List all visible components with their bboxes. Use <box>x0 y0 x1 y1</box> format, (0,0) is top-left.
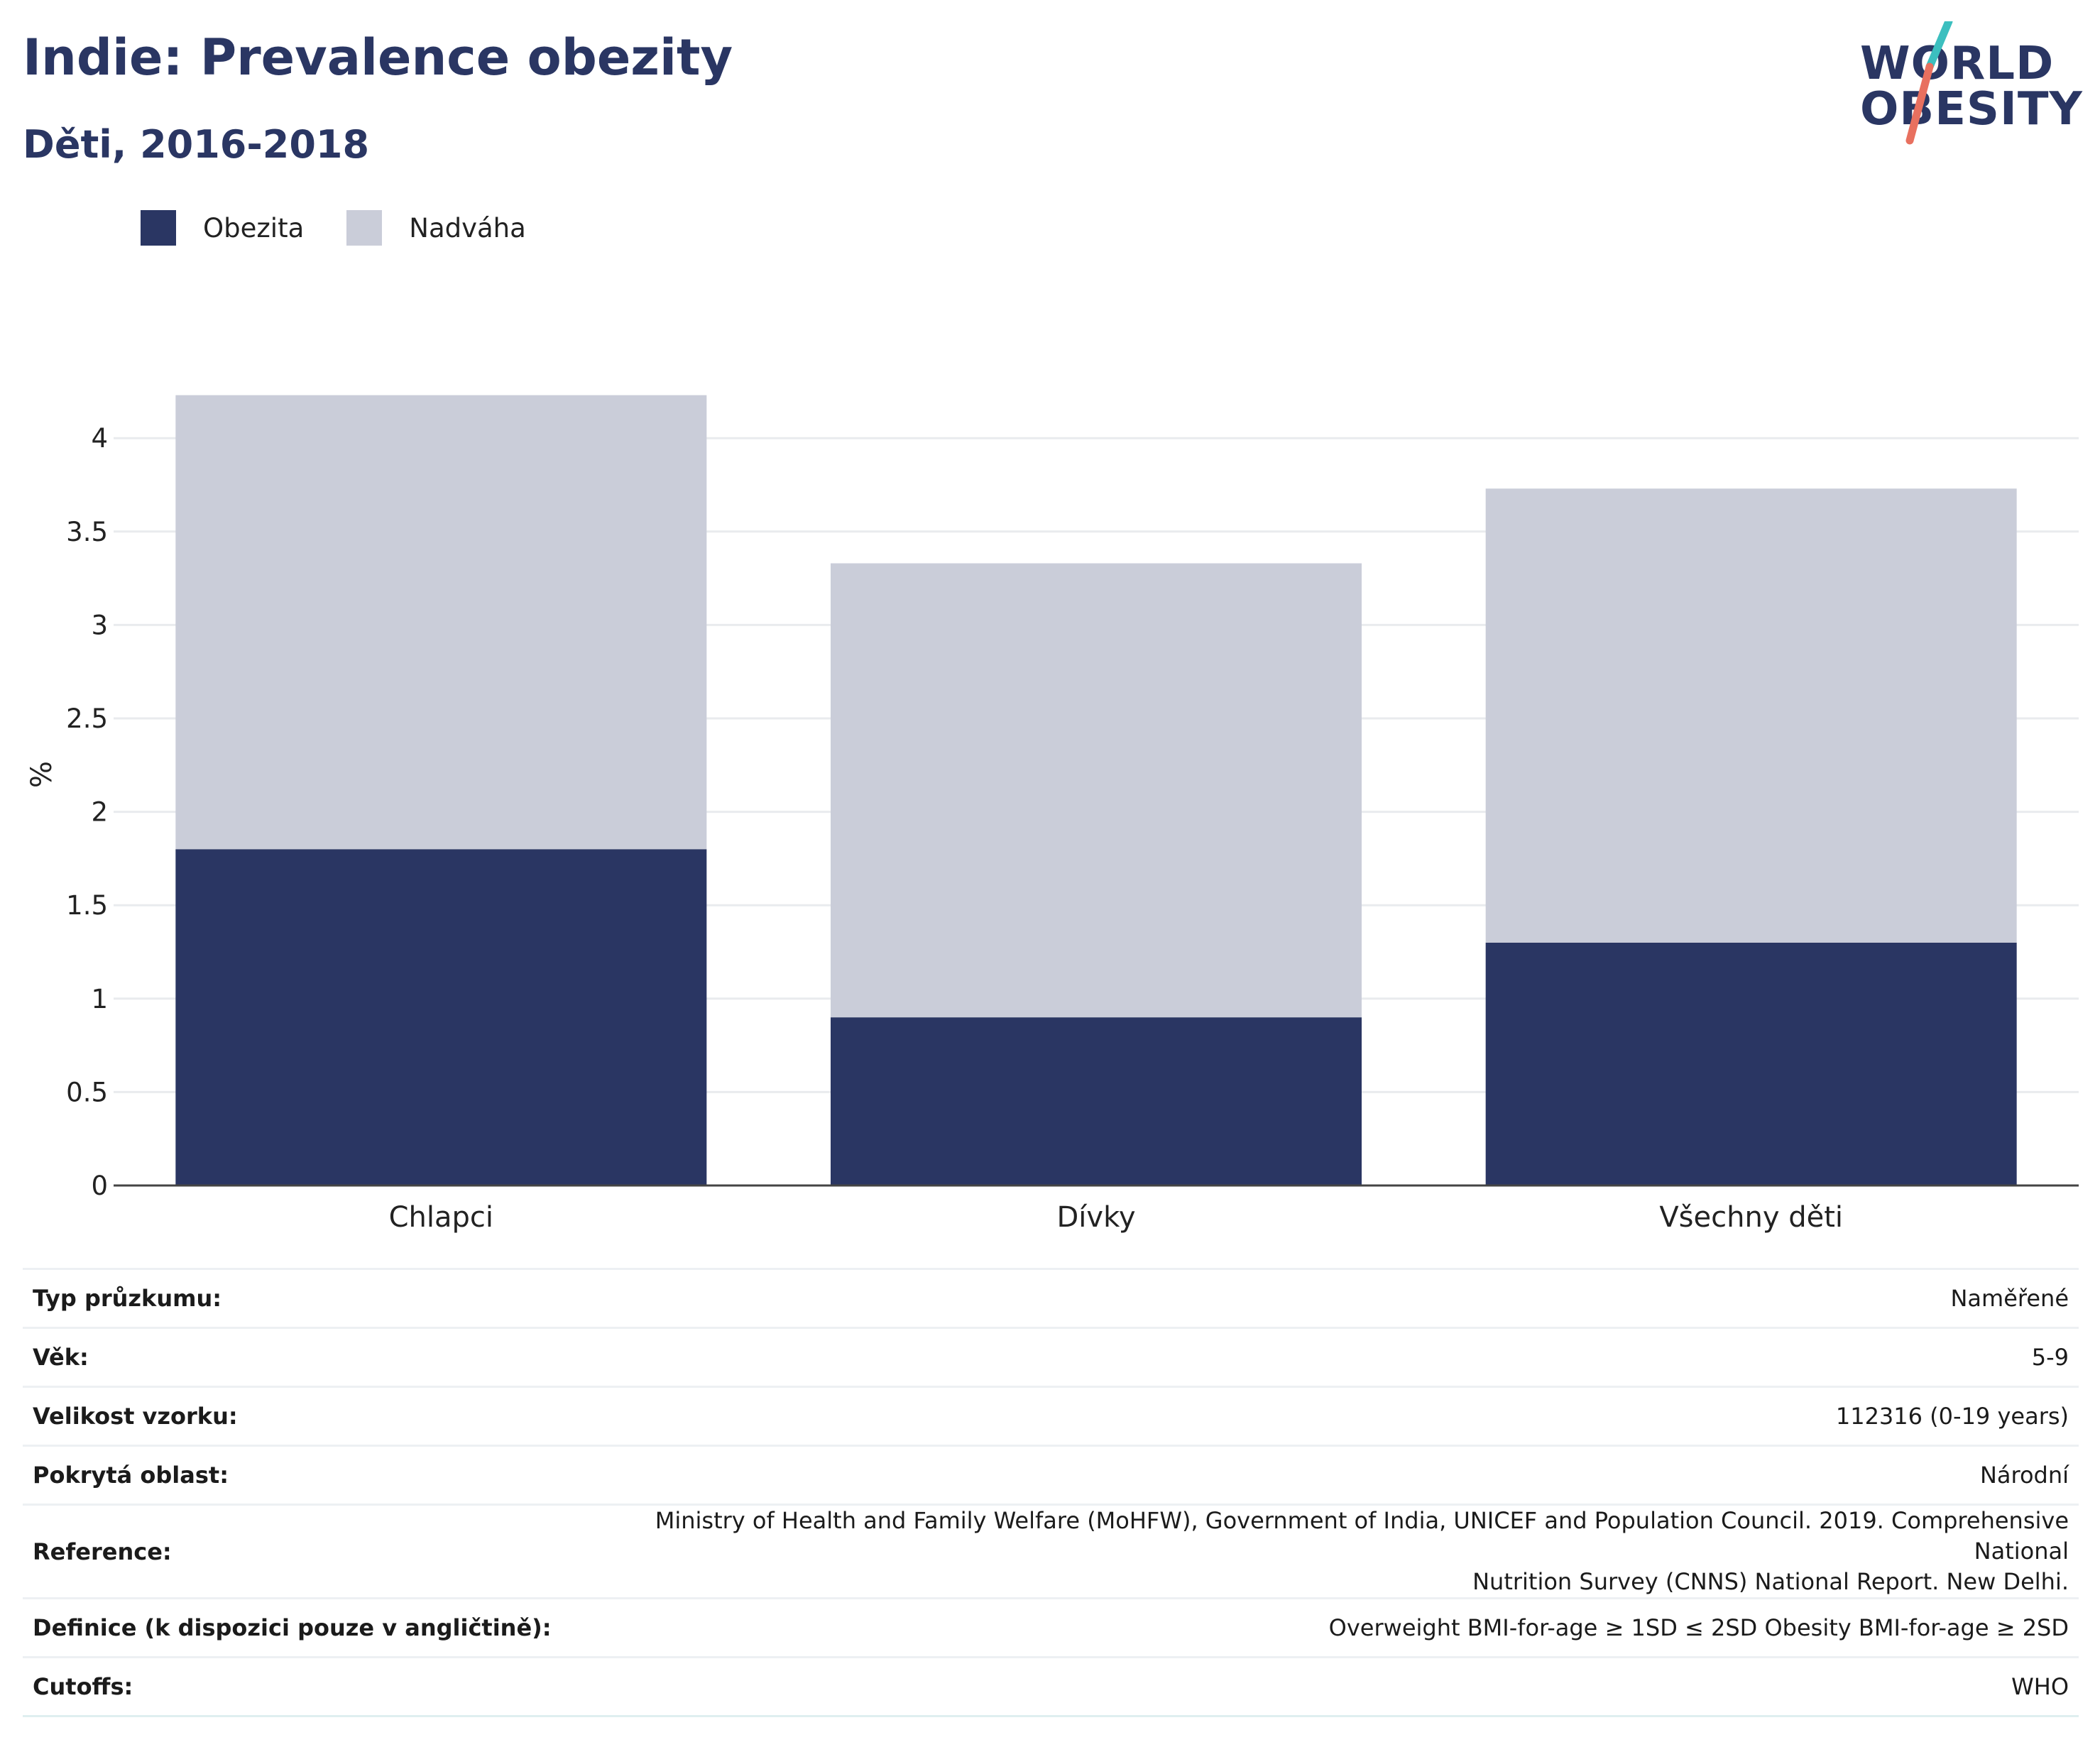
info-value-line: Národní <box>1979 1461 2069 1489</box>
survey-info-table: Typ průzkumu: Naměřené Věk: 5-9 Velikost vzo… <box>23 1268 2079 1717</box>
info-value-line: 5-9 <box>2031 1343 2069 1371</box>
logo-line-1: WORLD <box>1860 38 2055 90</box>
info-row: Definice (k dispozici pouze v angličtině… <box>23 1598 2079 1658</box>
info-key: Věk: <box>33 1344 89 1371</box>
legend-label-obesity: Obezita <box>203 212 305 243</box>
bar-obesity-2 <box>1485 942 2017 1185</box>
info-row: Velikost vzorku: 112316 (0-19 years) <box>23 1386 2079 1446</box>
info-value-line: Nutrition Survey (CNNS) National Report.… <box>1472 1568 2069 1595</box>
x-tick-label: Chlapci <box>389 1201 493 1234</box>
info-value: Ministry of Health and Family Welfare (M… <box>562 1505 2079 1599</box>
x-tick-label: Dívky <box>1057 1201 1136 1234</box>
bar-overweight-1 <box>831 563 1362 1018</box>
bar-overweight-0 <box>175 395 707 850</box>
logo-line-2: OBESITY <box>1860 83 2083 136</box>
bar-obesity-1 <box>831 1017 1362 1185</box>
info-key: Definice (k dispozici pouze v angličtině… <box>33 1614 552 1641</box>
y-tick-label: 3.5 <box>66 517 108 547</box>
legend-swatch-overweight <box>346 210 383 246</box>
y-axis-label: % <box>26 761 58 788</box>
bar-overweight-2 <box>1485 488 2017 943</box>
info-key: Pokrytá oblast: <box>33 1462 229 1489</box>
chart-title: Indie: Prevalence obezity <box>23 28 733 87</box>
info-value-line: Naměřené <box>1950 1284 2069 1312</box>
info-value: WHO <box>562 1658 2079 1716</box>
y-tick-label: 4 <box>91 423 108 454</box>
y-tick-label: 1.5 <box>66 890 108 921</box>
x-tick-label: Všechny děti <box>1659 1201 1843 1234</box>
world-obesity-logo: WORLD OBESITY <box>1853 21 2087 149</box>
info-value: 112316 (0-19 years) <box>562 1387 2079 1446</box>
info-value: 5-9 <box>562 1328 2079 1387</box>
legend-item-overweight: Nadváha <box>346 210 526 246</box>
legend-label-overweight: Nadváha <box>409 212 526 243</box>
legend-item-obesity: Obezita <box>141 210 304 246</box>
logo-slash-icon <box>1905 21 1953 145</box>
info-key: Cutoffs: <box>33 1673 133 1700</box>
chart-subtitle: Děti, 2016-2018 <box>23 122 370 167</box>
info-row: Typ průzkumu: Naměřené <box>23 1269 2079 1328</box>
info-row: Cutoffs: WHO <box>23 1657 2079 1716</box>
info-row: Věk: 5-9 <box>23 1327 2079 1387</box>
info-key: Typ průzkumu: <box>33 1285 222 1312</box>
chart-legend: Obezita Nadváha <box>141 210 569 246</box>
y-tick-label: 2 <box>91 797 108 828</box>
y-tick-label: 0 <box>91 1171 108 1201</box>
info-row: Reference: Ministry of Health and Family … <box>23 1504 2079 1599</box>
info-key: Reference: <box>33 1538 172 1565</box>
info-value: Overweight BMI-for-age ≥ 1SD ≤ 2SD Obesi… <box>562 1599 2079 1658</box>
legend-swatch-obesity <box>141 210 176 246</box>
info-value: Naměřené <box>562 1269 2079 1328</box>
y-tick-label: 0.5 <box>66 1077 108 1107</box>
info-value-line: Overweight BMI-for-age ≥ 1SD ≤ 2SD Obesi… <box>1328 1614 2069 1641</box>
stacked-bar-chart: 0 0.5 1 1.5 2 2.5 3 3.5 4% Chlapci Dívky Všechny dě… <box>26 395 2079 1234</box>
y-tick-label: 1 <box>91 984 108 1014</box>
bar-obesity-0 <box>175 849 707 1185</box>
info-value-line: Ministry of Health and Family Welfare (M… <box>655 1507 2069 1565</box>
y-tick-label: 3 <box>91 610 108 640</box>
info-row: Pokrytá oblast: Národní <box>23 1445 2079 1505</box>
y-tick-label: 2.5 <box>66 703 108 734</box>
info-value-line: WHO <box>2011 1672 2069 1700</box>
info-value: Národní <box>562 1446 2079 1505</box>
info-value-line: 112316 (0-19 years) <box>1835 1402 2069 1430</box>
info-key: Velikost vzorku: <box>33 1403 238 1430</box>
